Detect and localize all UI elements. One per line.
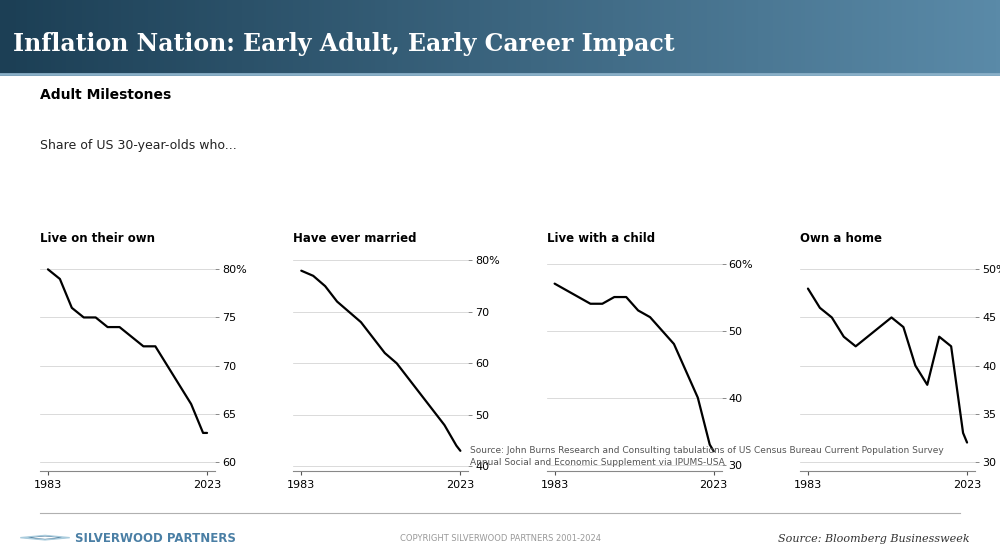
Text: Inflation Nation: Early Adult, Early Career Impact: Inflation Nation: Early Adult, Early Car… [13,32,675,56]
Text: SILVERWOOD PARTNERS: SILVERWOOD PARTNERS [75,533,236,545]
Polygon shape [20,535,70,540]
Text: Live on their own: Live on their own [40,232,155,245]
Text: COPYRIGHT SILVERWOOD PARTNERS 2001-2024: COPYRIGHT SILVERWOOD PARTNERS 2001-2024 [400,534,600,543]
Text: Adult Milestones: Adult Milestones [40,88,171,102]
Text: Share of US 30-year-olds who...: Share of US 30-year-olds who... [40,139,237,152]
Text: Source: John Burns Research and Consulting tabulations of US Census Bureau Curre: Source: John Burns Research and Consulti… [470,446,944,466]
Text: Live with a child: Live with a child [547,232,655,245]
Text: Own a home: Own a home [800,232,882,245]
Polygon shape [31,536,59,539]
Text: Source: Bloomberg Businessweek: Source: Bloomberg Businessweek [778,534,970,544]
Text: Have ever married: Have ever married [293,232,417,245]
